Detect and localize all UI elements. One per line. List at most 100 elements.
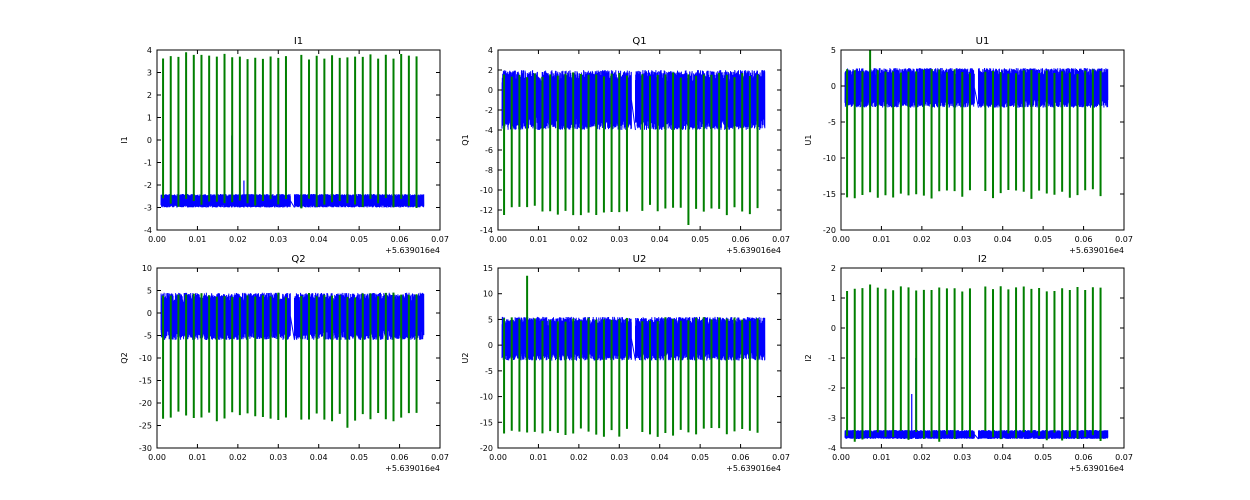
y-tick-label: -10 <box>480 393 493 402</box>
x-tick-label: 0.03 <box>610 453 628 462</box>
x-tick-label: 0.06 <box>732 235 750 244</box>
series-1-line-segment-1 <box>501 316 632 361</box>
x-tick-label: 0.01 <box>189 453 207 462</box>
y-tick-label: -10 <box>823 154 836 163</box>
x-tick-label: 0.06 <box>391 235 409 244</box>
x-tick-label: 0.07 <box>772 453 790 462</box>
y-tick-label: -4 <box>828 444 836 453</box>
x-tick-label: 0.05 <box>691 235 709 244</box>
series-1-gap-connector <box>974 434 979 440</box>
series-1-line-segment-1 <box>501 70 632 130</box>
plot-area <box>501 69 766 225</box>
x-tick-label: 0.05 <box>691 453 709 462</box>
y-tick-label: 4 <box>147 46 152 55</box>
x-tick-label: 0.01 <box>189 235 207 244</box>
x-tick-label: 0.03 <box>610 235 628 244</box>
y-axis-label: U1 <box>804 135 813 146</box>
x-tick-label: 0.03 <box>269 453 287 462</box>
x-offset-label: +5.639016e4 <box>385 246 440 255</box>
plot-area <box>160 292 425 428</box>
chart-title: I1 <box>294 36 303 47</box>
series-1-line-segment-1 <box>844 67 975 108</box>
y-tick-label: -3 <box>828 414 836 423</box>
y-axis-label: I2 <box>804 354 813 361</box>
series-1-line-segment-2 <box>635 316 766 361</box>
plot-area <box>160 52 425 209</box>
chart-title: Q1 <box>632 36 646 47</box>
y-axis-label: I1 <box>120 136 129 143</box>
y-tick-label: -5 <box>485 367 493 376</box>
plot-area <box>501 275 766 437</box>
y-tick-label: -2 <box>485 106 493 115</box>
x-tick-label: 0.06 <box>1075 235 1093 244</box>
y-tick-label: 1 <box>147 114 152 123</box>
series-1-gap-connector <box>289 316 295 341</box>
series-1-line-segment-1 <box>160 292 291 341</box>
plot-area <box>844 50 1109 199</box>
x-tick-label: 0.02 <box>570 453 588 462</box>
x-tick-label: 0.01 <box>873 235 891 244</box>
y-tick-label: 5 <box>488 315 493 324</box>
chart-panel-u1: 0.00 0.01 0.02 0.03 0.04 0.05 0.06 0.07 -20 -15 -1… <box>804 36 1133 255</box>
y-axis-label: Q1 <box>461 134 470 145</box>
y-tick-label: -4 <box>144 226 152 235</box>
y-tick-label: -20 <box>823 226 836 235</box>
y-tick-label: 0 <box>488 341 493 350</box>
chart-panel-q2: 0.00 0.01 0.02 0.03 0.04 0.05 0.06 0.07 -30 -25 -2… <box>120 254 449 473</box>
y-axis-label: U2 <box>461 353 470 364</box>
y-tick-label: 3 <box>147 69 152 78</box>
x-tick-label: 0.00 <box>832 235 850 244</box>
x-tick-label: 0.07 <box>1115 453 1133 462</box>
chart-panel-u2: 0.00 0.01 0.02 0.03 0.04 0.05 0.06 0.07 -20 -15 -1… <box>461 254 790 473</box>
y-tick-label: 1 <box>831 294 836 303</box>
series-1-line-segment-2 <box>294 193 425 208</box>
y-tick-label: 10 <box>483 290 493 299</box>
series-1-gap-connector <box>630 338 636 361</box>
x-tick-label: 0.01 <box>530 235 548 244</box>
y-tick-label: -4 <box>485 126 493 135</box>
x-tick-label: 0.05 <box>1034 235 1052 244</box>
y-tick-label: 2 <box>831 264 836 273</box>
x-tick-label: 0.07 <box>772 235 790 244</box>
y-tick-label: 10 <box>142 264 152 273</box>
y-tick-label: -25 <box>139 422 152 431</box>
series-1-line-segment-2 <box>294 292 425 341</box>
y-tick-label: 0 <box>488 86 493 95</box>
x-tick-label: 0.05 <box>350 453 368 462</box>
x-tick-label: 0.04 <box>651 235 669 244</box>
x-tick-label: 0.00 <box>148 453 166 462</box>
x-tick-label: 0.01 <box>530 453 548 462</box>
series-1-gap-connector <box>630 99 636 131</box>
y-tick-label: -5 <box>828 118 836 127</box>
y-tick-label: 0 <box>147 136 152 145</box>
y-tick-label: -14 <box>480 226 493 235</box>
y-tick-label: 5 <box>831 46 836 55</box>
x-tick-label: 0.00 <box>489 453 507 462</box>
y-tick-label: -20 <box>139 399 152 408</box>
series-1-line-segment-1 <box>844 429 975 440</box>
series-1-line-segment-2 <box>635 69 766 131</box>
x-tick-label: 0.06 <box>1075 453 1093 462</box>
chart-title: Q2 <box>291 254 305 265</box>
y-tick-label: -30 <box>139 444 152 453</box>
y-tick-label: 5 <box>147 287 152 296</box>
x-tick-label: 0.07 <box>431 453 449 462</box>
y-tick-label: -12 <box>480 206 493 215</box>
x-tick-label: 0.04 <box>994 235 1012 244</box>
x-offset-label: +5.639016e4 <box>726 246 781 255</box>
x-tick-label: 0.02 <box>570 235 588 244</box>
x-offset-label: +5.639016e4 <box>726 464 781 473</box>
x-tick-label: 0.05 <box>350 235 368 244</box>
x-tick-label: 0.03 <box>953 453 971 462</box>
y-tick-label: -5 <box>144 332 152 341</box>
x-tick-label: 0.06 <box>391 453 409 462</box>
y-tick-label: 0 <box>147 309 152 318</box>
series-1-line-segment-1 <box>160 193 291 208</box>
y-tick-label: -3 <box>144 204 152 213</box>
chart-panel-i1: 0.00 0.01 0.02 0.03 0.04 0.05 0.06 0.07 -4 -3 -2 -1… <box>120 36 449 255</box>
x-offset-label: +5.639016e4 <box>1069 464 1124 473</box>
x-tick-label: 0.02 <box>229 453 247 462</box>
chart-title: U1 <box>976 36 990 47</box>
x-tick-label: 0.00 <box>832 453 850 462</box>
